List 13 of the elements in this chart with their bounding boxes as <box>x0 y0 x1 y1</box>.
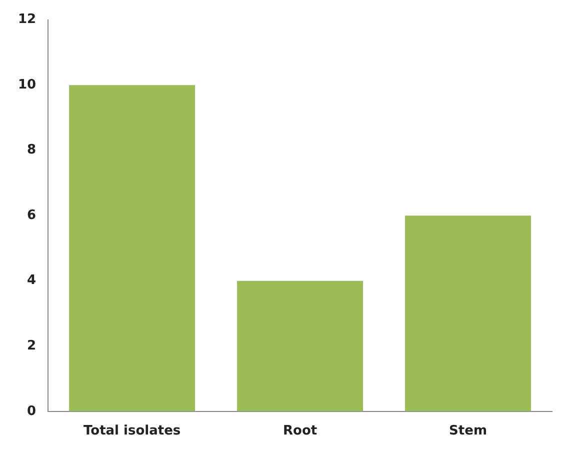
bar <box>405 216 532 412</box>
y-tick-label: 2 <box>27 338 36 354</box>
x-tick-label: Root <box>283 424 318 439</box>
x-tick-label: Total isolates <box>83 424 181 439</box>
y-tick-label: 8 <box>27 142 36 158</box>
bar <box>237 280 364 412</box>
y-tick-label: 0 <box>27 404 36 419</box>
y-tick-label: 6 <box>27 208 36 223</box>
bar <box>69 85 196 412</box>
x-tick-label: Stem <box>449 424 487 439</box>
y-tick-label: 10 <box>18 77 36 92</box>
y-tick-label: 12 <box>18 12 36 28</box>
y-tick-label: 4 <box>27 273 36 288</box>
